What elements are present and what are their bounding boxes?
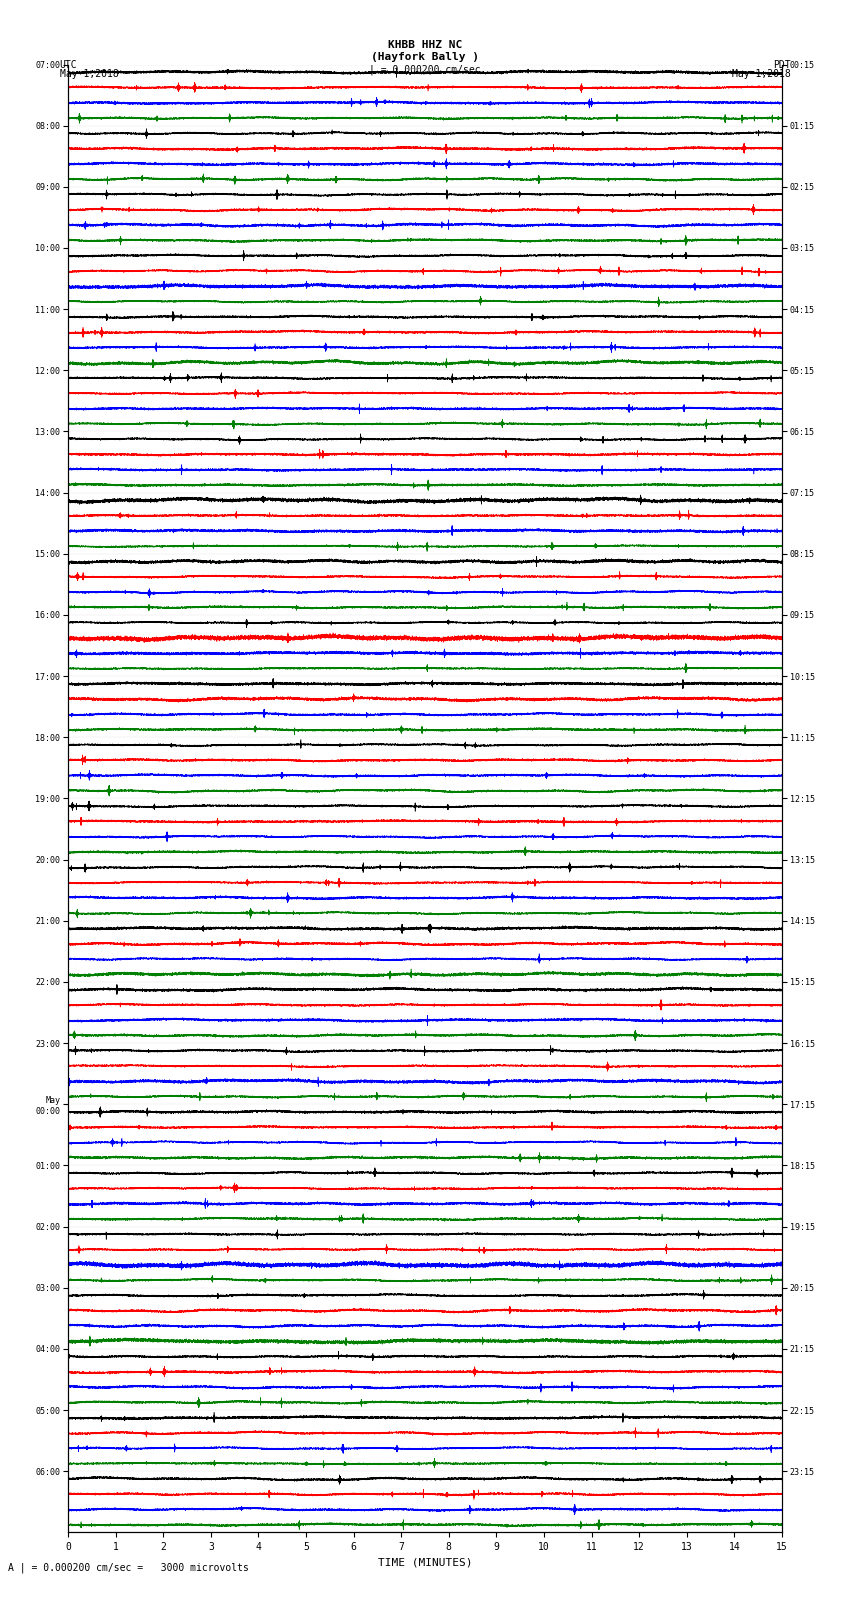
X-axis label: TIME (MINUTES): TIME (MINUTES) <box>377 1558 473 1568</box>
Text: KHBB HHZ NC: KHBB HHZ NC <box>388 40 462 50</box>
Text: PDT: PDT <box>773 60 790 69</box>
Text: May 1,2018: May 1,2018 <box>60 69 118 79</box>
Text: | = 0.000200 cm/sec: | = 0.000200 cm/sec <box>369 65 481 76</box>
Text: UTC: UTC <box>60 60 77 69</box>
Text: May 1,2018: May 1,2018 <box>732 69 791 79</box>
Text: (Hayfork Bally ): (Hayfork Bally ) <box>371 52 479 61</box>
Text: A | = 0.000200 cm/sec =   3000 microvolts: A | = 0.000200 cm/sec = 3000 microvolts <box>8 1561 249 1573</box>
